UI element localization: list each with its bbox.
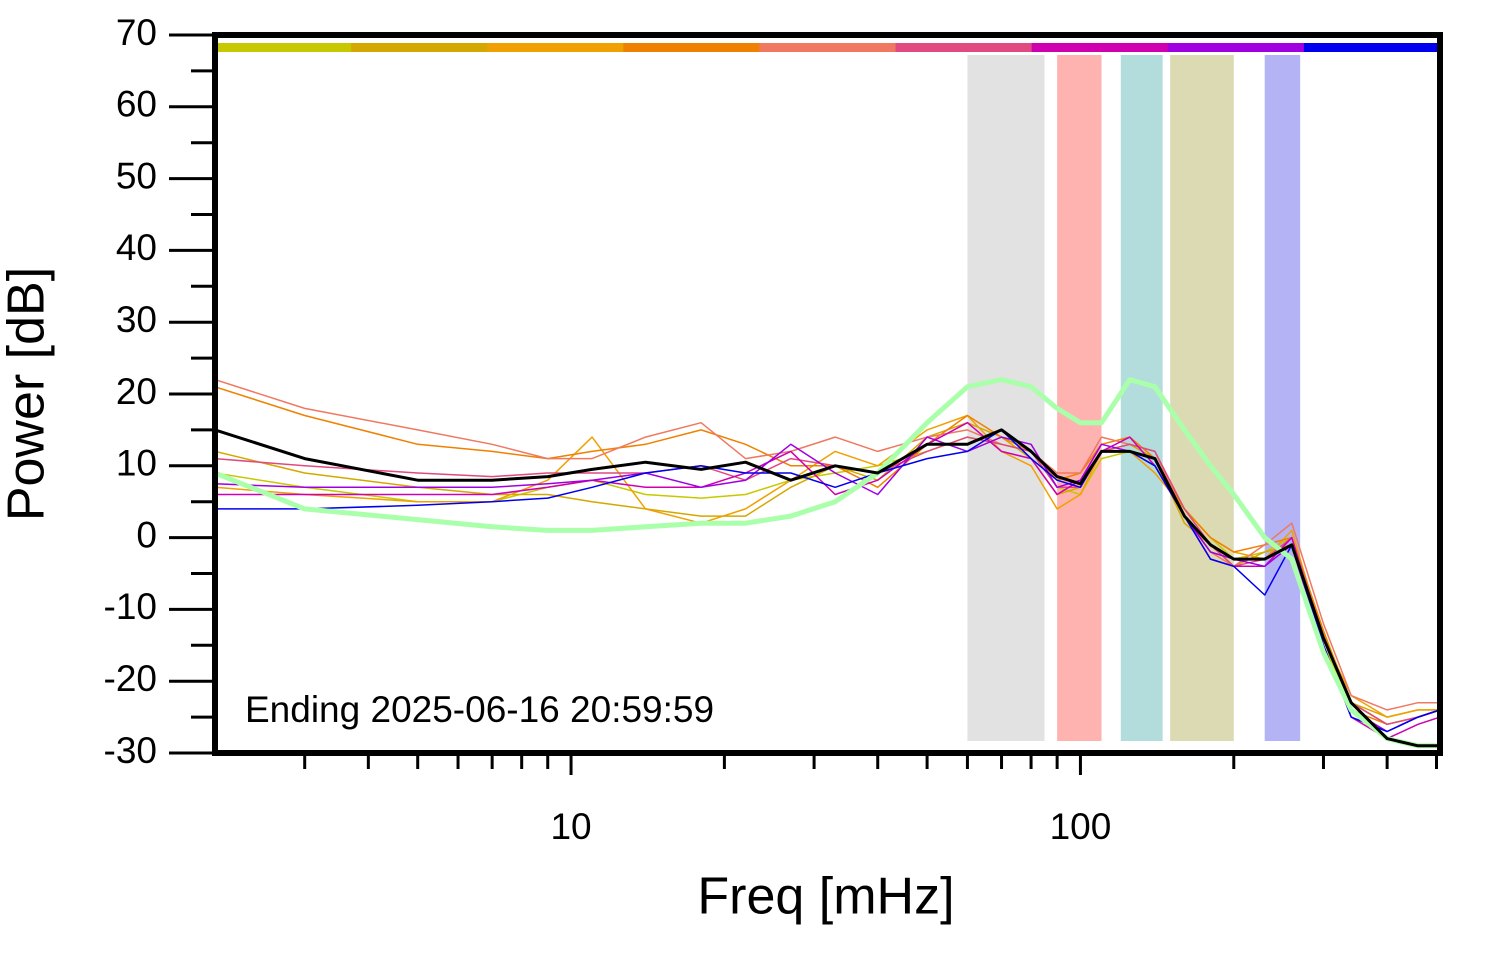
y-tick-label: -30 (104, 730, 157, 771)
band (1120, 55, 1163, 741)
band (967, 55, 1045, 741)
series-line (215, 428, 1440, 748)
y-tick-label: 0 (136, 514, 157, 555)
series-line (215, 377, 1440, 749)
y-tick-label: 10 (116, 443, 157, 484)
y-tick-label: 50 (116, 155, 157, 196)
bands (967, 55, 1301, 741)
axes: -30 -20 -10 0 10 20 30 40 50 60 70 10 100 (104, 12, 1443, 847)
y-tick-label: 70 (116, 12, 157, 53)
top-color-bar (759, 43, 897, 52)
top-color-bar (215, 43, 352, 52)
series-line (215, 378, 1440, 711)
y-tick-label: -20 (104, 658, 157, 699)
x-tick-label: 100 (1050, 806, 1112, 847)
top-color-bar (1031, 43, 1169, 52)
band (1057, 55, 1102, 741)
y-tick-label: 20 (116, 371, 157, 412)
y-tick-label: 30 (116, 299, 157, 340)
plot-frame (212, 32, 1443, 756)
y-axis-title: Power [dB] (0, 267, 56, 521)
series-line (215, 436, 1440, 733)
series-line (215, 414, 1440, 718)
top-color-bar (1303, 43, 1441, 52)
x-axis-title: Freq [mHz] (697, 868, 954, 926)
top-color-bar (351, 43, 488, 52)
annotation: Ending 2025-06-16 20:59:59 (245, 689, 714, 730)
series-line (215, 436, 1440, 726)
top-color-bar (623, 43, 760, 52)
series-line (215, 436, 1440, 726)
lines (215, 377, 1440, 749)
y-tick-label: 40 (116, 227, 157, 268)
y-tick-label: -10 (104, 586, 157, 627)
top-color-bar (487, 43, 624, 52)
band (1170, 55, 1234, 741)
band (1264, 55, 1301, 741)
y-tick-label: 60 (116, 84, 157, 125)
top-color-bar (895, 43, 1033, 52)
top-color-bar (1167, 43, 1305, 52)
x-tick-label: 10 (550, 806, 591, 847)
